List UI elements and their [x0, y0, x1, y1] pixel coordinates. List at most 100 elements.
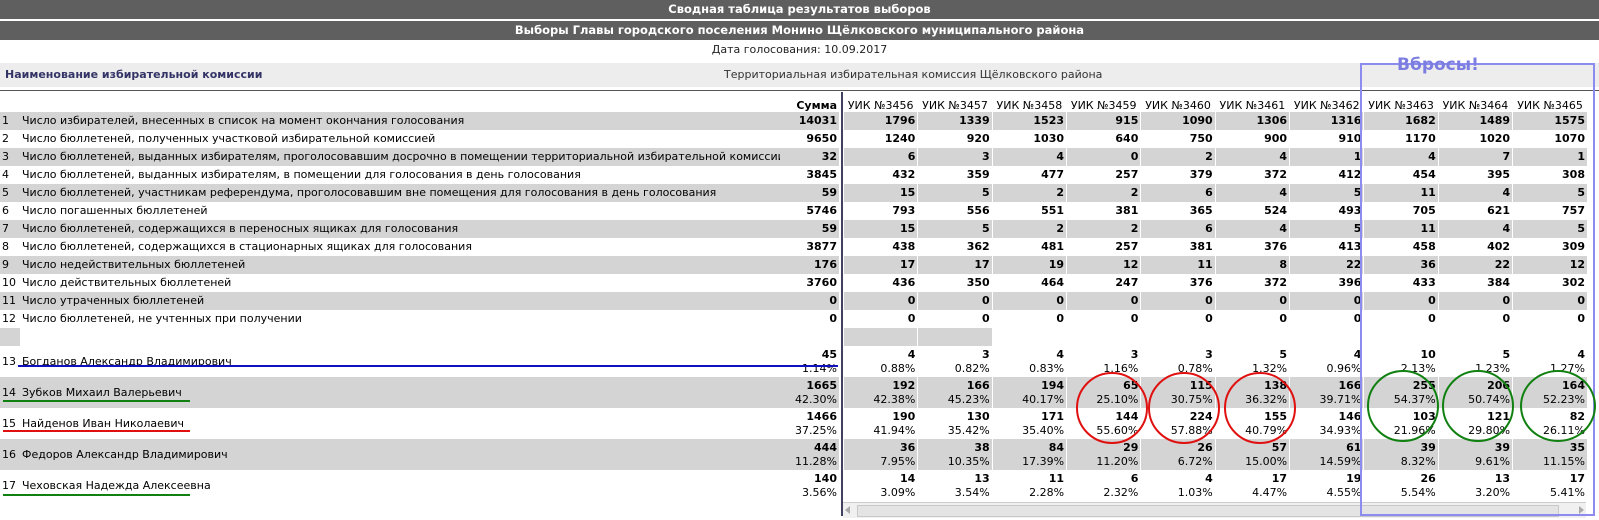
commission-name[interactable]: Территориальная избирательная комиссия Щ…: [724, 68, 1103, 81]
votes: 4: [1205, 471, 1213, 485]
cell-value: 0: [1437, 310, 1513, 328]
votes: 6: [1130, 471, 1139, 485]
cell-value: 481: [991, 238, 1067, 256]
votes: 57: [1271, 440, 1288, 454]
uik-column-header[interactable]: УИК №3462: [1289, 92, 1364, 112]
vote-date-label: Дата голосования:: [711, 43, 821, 56]
separator-cell: [991, 328, 1067, 346]
cell-value: 130 35.42%: [917, 408, 993, 439]
votes: 146: [1338, 409, 1362, 423]
row-index: 10: [2, 276, 16, 289]
cell-value: 190 41.94%: [843, 408, 918, 439]
cell-value: 402: [1437, 238, 1513, 256]
cell-value: 6: [843, 148, 918, 166]
separator-cell: [1214, 328, 1290, 346]
percent: 42.38%: [873, 392, 916, 406]
row-index: 6: [2, 204, 9, 217]
votes: 13: [974, 471, 990, 485]
cell-value: 1575: [1512, 112, 1587, 130]
sum-percent: 37.25%: [795, 423, 837, 437]
uik-column-header[interactable]: УИК №3461: [1214, 92, 1290, 112]
votes: 4: [907, 347, 916, 361]
cell-value: 29 11.20%: [1066, 439, 1141, 470]
row-sum: 3845: [806, 168, 837, 181]
cell-value: 2: [991, 184, 1067, 202]
cell-value: 5: [1512, 220, 1587, 238]
votes: 17: [1271, 471, 1288, 485]
votes: 4: [1577, 347, 1585, 361]
row-index: 12: [2, 312, 16, 325]
cell-value: 138 36.32%: [1214, 377, 1290, 408]
percent: 0.88%: [880, 361, 916, 375]
uik-column-header[interactable]: УИК №3460: [1140, 92, 1216, 112]
candidate-name: Богданов Александр Владимирович: [22, 354, 232, 368]
candidate-row: 14 Зубков Михаил Валерьевич 1665 42.30%: [0, 377, 839, 408]
scroll-left-arrow-icon[interactable]: [845, 506, 850, 514]
row-label: Число бюллетеней, не учтенных при получе…: [22, 312, 302, 325]
percent: 6.72%: [1177, 454, 1213, 468]
candidate-name: Федоров Александр Владимирович: [20, 439, 780, 470]
row-index: 13: [2, 354, 16, 368]
votes: 206: [1487, 378, 1511, 392]
cell-value: 0: [1066, 310, 1141, 328]
cell-value: 0: [917, 292, 993, 310]
uik-column-header[interactable]: УИК №3465: [1512, 92, 1587, 112]
scroll-thumb[interactable]: [857, 505, 1559, 517]
table-row: 1796 1339 1523 915 1090 1306 1316 1682 1489 1575: [843, 112, 1587, 130]
cell-value: 1020: [1437, 130, 1513, 148]
horizontal-scrollbar[interactable]: [843, 502, 1586, 518]
cell-value: 0: [1512, 310, 1587, 328]
election-subtitle-bar: Выборы Главы городского поселения Монино…: [0, 21, 1599, 40]
scroll-right-arrow-icon[interactable]: [1579, 506, 1584, 514]
cell-value: 0: [1066, 148, 1141, 166]
cell-value: 84 17.39%: [991, 439, 1067, 470]
cell-value: 4 0.83%: [991, 346, 1067, 377]
table-row: 12 Число бюллетеней, не учтенных при полу…: [0, 310, 839, 328]
cell-value: 436: [843, 274, 918, 292]
uik-columns-scroll-area[interactable]: УИК №3456 УИК №3457 УИК №3458 УИК №3459 УИК …: [841, 92, 1588, 516]
row-index: 16: [0, 439, 20, 470]
votes: 82: [1569, 409, 1585, 423]
percent: 3.54%: [954, 485, 990, 499]
cell-value: 1339: [917, 112, 993, 130]
cell-value: 0: [1363, 310, 1439, 328]
cell-value: 247: [1066, 274, 1141, 292]
cell-value: 705: [1363, 202, 1439, 220]
uik-column-header[interactable]: УИК №3463: [1363, 92, 1439, 112]
cell-value: 0: [1214, 292, 1290, 310]
candidate-row: 16 Федоров Александр Владимирович 444 11.28…: [0, 439, 839, 470]
votes: 39: [1494, 440, 1511, 454]
cell-value: 36: [1363, 256, 1439, 274]
percent: 39.71%: [1319, 392, 1362, 406]
cell-value: 0: [991, 292, 1067, 310]
percent: 7.95%: [880, 454, 916, 468]
table-row: 11 Число утраченных бюллетеней 0: [0, 292, 839, 310]
annotation-underline-naydenov: [3, 430, 190, 432]
sum-header: Сумма: [796, 99, 837, 112]
cell-value: 910: [1289, 130, 1364, 148]
table-row: 8 Число бюллетеней, содержащихся в стацио…: [0, 238, 839, 256]
cell-value: 433: [1363, 274, 1439, 292]
percent: 26.11%: [1543, 423, 1585, 437]
cell-value: 10 2.13%: [1363, 346, 1439, 377]
uik-column-header[interactable]: УИК №3457: [917, 92, 993, 112]
cell-value: 121 29.80%: [1437, 408, 1513, 439]
cell-value: 381: [1140, 238, 1216, 256]
uik-column-header[interactable]: УИК №3464: [1437, 92, 1513, 112]
candidate-name: Чеховская Надежда Алексеевна: [22, 478, 211, 492]
percent: 41.94%: [873, 423, 916, 437]
percent: 5.54%: [1400, 485, 1436, 499]
cell-value: 194 40.17%: [991, 377, 1067, 408]
uik-column-header[interactable]: УИК №3456: [843, 92, 918, 112]
uik-column-header[interactable]: УИК №3458: [991, 92, 1067, 112]
page-title: Сводная таблица результатов выборов: [668, 2, 931, 16]
uik-column-header[interactable]: УИК №3459: [1066, 92, 1141, 112]
cell-value: 309: [1512, 238, 1587, 256]
cell-value: 454: [1363, 166, 1439, 184]
cell-value: 3 0.78%: [1140, 346, 1216, 377]
row-index: 5: [0, 184, 20, 202]
cell-value: 7: [1437, 148, 1513, 166]
cell-value: 1240: [843, 130, 918, 148]
percent: 1.23%: [1475, 361, 1511, 375]
row-index: 1: [0, 112, 20, 130]
